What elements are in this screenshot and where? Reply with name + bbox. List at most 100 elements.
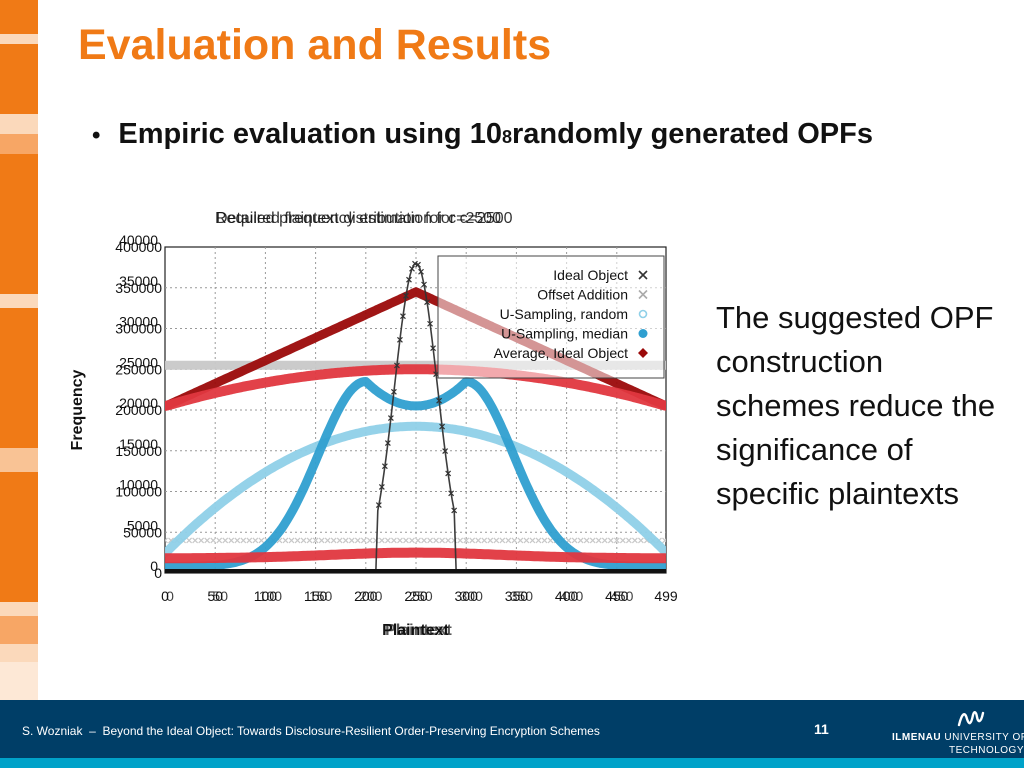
series-marker: [445, 537, 452, 544]
series-marker: [421, 537, 427, 544]
series-marker: [390, 388, 397, 395]
series-marker: [436, 397, 443, 404]
series-marker: [390, 537, 397, 544]
series-marker: [336, 537, 343, 544]
series-marker: [403, 292, 409, 299]
x-tick-label-overlay: 200: [359, 588, 383, 604]
series-marker: [637, 537, 644, 544]
y-tick-outer: 0: [154, 565, 162, 581]
series-marker: [505, 537, 512, 544]
series-marker: [387, 415, 394, 421]
y-tick-outer: 300000: [115, 321, 162, 337]
series-marker: [342, 537, 349, 544]
series-marker: [288, 537, 295, 544]
series-marker: [394, 362, 400, 369]
series-marker: [430, 345, 436, 352]
y-tick-outer: 200000: [115, 402, 162, 418]
series-marker: [366, 537, 373, 544]
x-tick-label-overlay: 300: [460, 588, 484, 604]
series-marker: [246, 537, 253, 544]
y-tick-outer: 350000: [115, 280, 162, 296]
series-marker: [493, 537, 500, 544]
series-marker: [662, 537, 666, 544]
series-marker: [397, 537, 403, 544]
bullet-text-pre: Empiric evaluation using 10: [118, 118, 502, 150]
series-marker: [439, 537, 446, 544]
series-marker: [204, 537, 211, 544]
series-marker: [424, 299, 430, 306]
series-marker: [294, 537, 301, 544]
series-marker: [442, 448, 449, 454]
legend-marker-dot-icon: [638, 329, 648, 338]
series-markers-offset-addition: [165, 537, 666, 544]
series-marker: [415, 537, 421, 544]
x-tick-label: 450: [605, 588, 629, 604]
x-tick-label: 200: [354, 588, 378, 604]
series-marker: [384, 537, 391, 544]
series-marker: [306, 537, 313, 544]
series-marker: [469, 537, 476, 544]
series-marker: [529, 537, 536, 544]
series-marker: [300, 537, 307, 544]
slide-title: Evaluation and Results: [78, 21, 552, 69]
side-text: The suggested OPF construction schemes r…: [716, 300, 996, 511]
series-marker: [378, 537, 385, 544]
university-name-bold: ILMENAU: [892, 732, 942, 743]
series-marker: [517, 537, 524, 544]
series-marker: [589, 537, 596, 544]
legend-label: Ideal Object: [553, 267, 628, 283]
series-marker: [451, 507, 458, 514]
series-marker: [595, 537, 602, 544]
series-marker: [625, 537, 632, 544]
x-tick-label: 300: [455, 588, 479, 604]
series-marker: [403, 537, 409, 544]
x-tick-label-overlay: 450: [610, 588, 634, 604]
footer-stripe: [0, 758, 1024, 768]
legend-label: Offset Addition: [537, 287, 628, 303]
series-marker: [397, 336, 403, 343]
bullet-exponent: 8: [501, 127, 512, 147]
bullet-point: • Empiric evaluation using 10 8 randomly …: [92, 118, 873, 151]
bullet-dot-icon: •: [92, 122, 101, 149]
x-axis-label: Plaintext: [382, 622, 449, 639]
series-marker: [607, 537, 614, 544]
series-marker: [487, 537, 494, 544]
series-marker: [375, 502, 382, 508]
left-accent-band: [0, 0, 38, 700]
y-tick-inner: 35000: [119, 273, 158, 289]
x-tick-label-overlay: 0: [166, 588, 174, 604]
series-marker: [198, 537, 205, 544]
overlaid-frequency-chart: Required frequency estimation for c=2500…: [69, 210, 678, 639]
y-tick-inner: 40000: [119, 232, 158, 248]
x-tick-label: 350: [505, 588, 529, 604]
series-marker: [448, 490, 455, 497]
series-marker: [406, 276, 412, 283]
series-marker: [312, 537, 319, 544]
series-marker: [418, 268, 424, 275]
y-tick-inner: 20000: [119, 395, 158, 411]
series-marker: [475, 537, 482, 544]
series-marker: [252, 537, 259, 544]
series-marker: [165, 537, 168, 544]
x-tick-label-overlay: 350: [510, 588, 534, 604]
y-tick-outer: 150000: [115, 443, 162, 459]
series-marker: [282, 537, 289, 544]
y-tick-outer: 400000: [115, 239, 162, 255]
series-marker: [511, 537, 518, 544]
x-tick-label: 150: [304, 588, 328, 604]
series-line-ideal-object-low-baseline: [165, 547, 666, 564]
x-tick-label: 250: [404, 588, 428, 604]
footer-talk-title: Beyond the Ideal Object: Towards Disclos…: [102, 724, 600, 738]
x-tick-label: 400: [555, 588, 579, 604]
series-marker: [523, 537, 530, 544]
series-marker: [330, 537, 337, 544]
footer-citation: S. Wozniak – Beyond the Ideal Object: To…: [22, 724, 600, 738]
y-tick-outer: 50000: [123, 524, 162, 540]
series-marker: [360, 537, 367, 544]
footer-author: S. Wozniak: [22, 724, 83, 738]
series-marker: [457, 537, 464, 544]
series-marker: [601, 537, 608, 544]
university-name-line2: TECHNOLOGY: [949, 745, 1024, 756]
footer-separator: –: [89, 724, 96, 738]
series-marker: [192, 537, 199, 544]
